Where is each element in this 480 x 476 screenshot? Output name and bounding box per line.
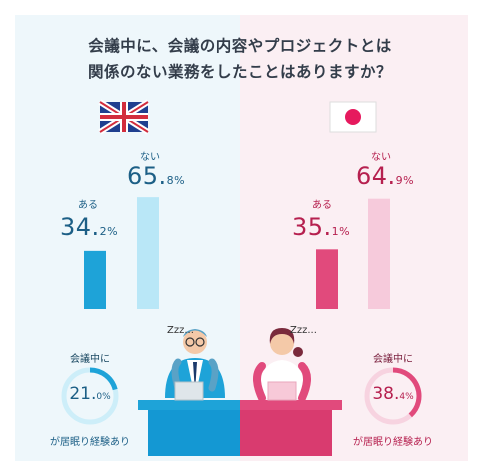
uk-yes-label: ある <box>78 200 98 211</box>
japan-zzz-text: Zzz... <box>290 325 317 336</box>
uk-bar-no <box>137 197 159 309</box>
uk-flag-icon <box>98 99 150 135</box>
japan-bar-no <box>368 198 390 309</box>
japan-ring-arc <box>392 367 422 418</box>
uk-no-label: ない <box>140 152 160 163</box>
japan-no-value: 64.9% <box>356 162 415 190</box>
uk-no-value: 65.8% <box>127 162 186 190</box>
japan-sleeping-woman-illustration <box>253 328 311 402</box>
japan-flag-icon <box>329 101 377 133</box>
uk-yes-value: 34.2% <box>60 213 119 241</box>
uk-ring-arc <box>89 367 118 391</box>
uk-ring-top-text: 会議中に <box>70 354 110 365</box>
japan-ring-top-text: 会議中に <box>373 354 413 365</box>
chart-title-line2: 関係のない業務をしたことはありますか？ <box>87 63 392 81</box>
uk-desk-top <box>138 400 240 410</box>
uk-bar-yes <box>84 250 106 309</box>
japan-desk-top <box>240 400 342 410</box>
japan-desk-front <box>240 410 332 456</box>
japan-ring-bottom-text: が居眠り経験あり <box>353 437 433 448</box>
japan-yes-value: 35.1% <box>292 213 351 241</box>
uk-ring-bottom-text: が居眠り経験あり <box>50 437 130 448</box>
japan-yes-label: ある <box>312 200 332 211</box>
uk-sleeping-man-illustration <box>165 329 225 401</box>
uk-desk-front <box>148 410 240 456</box>
japan-ring-value: 38.4% <box>372 384 414 404</box>
uk-zzz-text: Zzz... <box>167 325 194 336</box>
japan-bar-yes <box>316 249 338 309</box>
uk-ring-value: 21.0% <box>69 384 111 404</box>
chart-title-line1: 会議中に、会議の内容やプロジェクトとは <box>88 37 392 55</box>
japan-no-label: ない <box>371 152 391 163</box>
